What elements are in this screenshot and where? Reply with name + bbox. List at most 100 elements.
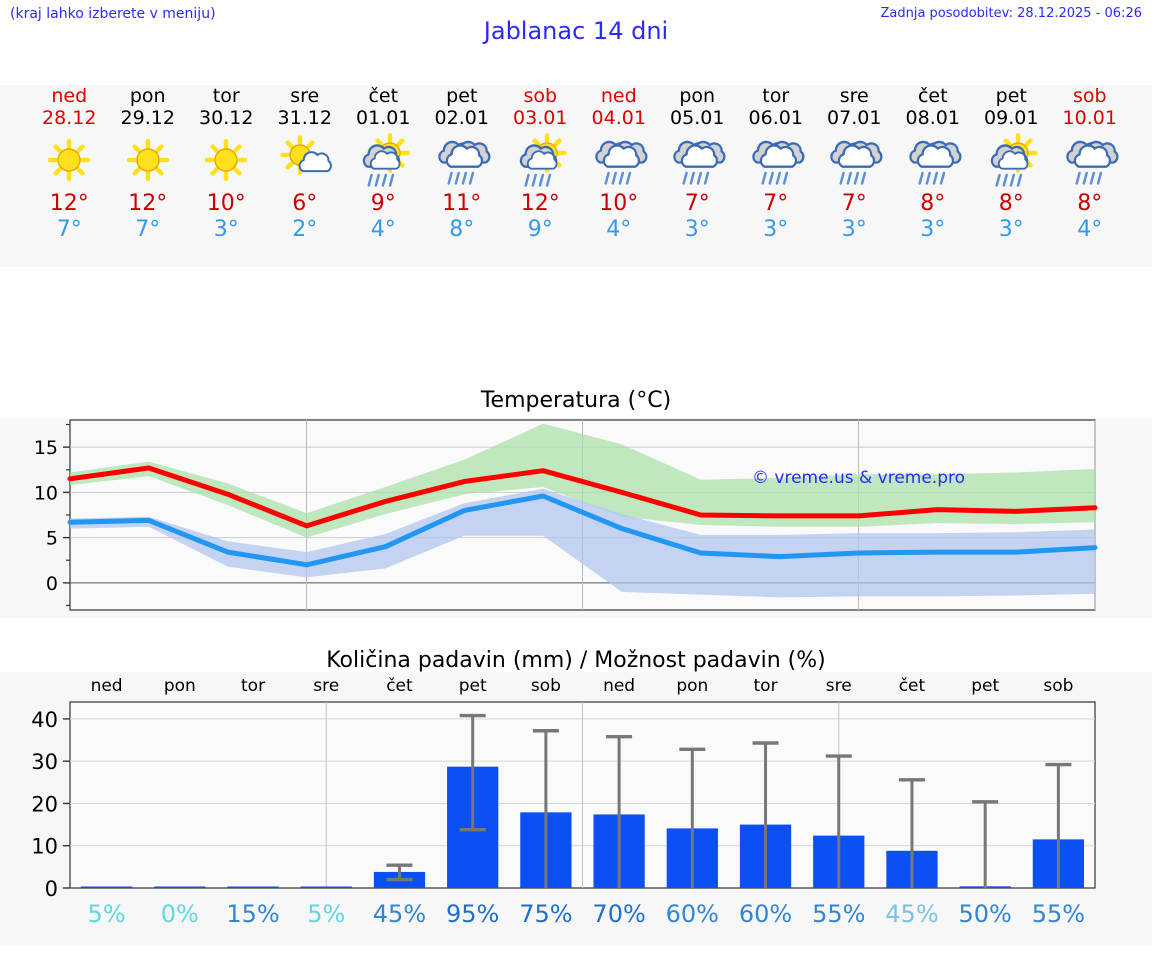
day-max-temp: 12° — [520, 191, 560, 216]
precip-probability: 70% — [592, 900, 646, 928]
cloud-rain-icon — [1051, 132, 1130, 190]
day-date: 03.01 — [513, 107, 568, 129]
day-min-temp: 4° — [606, 217, 632, 242]
day-column[interactable]: pon 29.12 12° 7° — [109, 85, 188, 243]
day-date: 02.01 — [434, 107, 489, 129]
day-column[interactable]: tor 30.12 10° 3° — [187, 85, 266, 243]
day-name: pon — [679, 85, 716, 107]
daily-forecast-strip: ned 28.12 12° 7° pon 29.12 12° 7° tor 30.12 10° 3° s… — [0, 85, 1152, 267]
day-name: sre — [839, 85, 869, 107]
svg-text:10: 10 — [31, 835, 58, 859]
svg-text:0: 0 — [45, 877, 58, 901]
day-max-temp: 6° — [292, 191, 318, 216]
precip-day-label: tor — [241, 676, 266, 696]
day-name: sre — [290, 85, 320, 107]
precip-probability: 95% — [446, 900, 500, 928]
day-min-temp: 4° — [370, 217, 396, 242]
day-date: 29.12 — [120, 107, 175, 129]
svg-text:15: 15 — [34, 437, 58, 459]
day-min-temp: 4° — [1077, 217, 1103, 242]
day-min-temp: 7° — [56, 217, 82, 242]
day-column[interactable]: čet 01.01 9° 4° — [344, 85, 423, 243]
temperature-chart: 0 5 10 15 — [34, 419, 1098, 611]
day-column[interactable]: pet 02.01 11° 8° — [423, 85, 502, 243]
copyright-label: © vreme.us & vreme.pro — [752, 468, 966, 488]
precip-probability: 15% — [226, 900, 280, 928]
temperature-chart-title: Temperatura (°C) — [480, 388, 672, 413]
sun-cloud-rain-icon — [344, 132, 423, 190]
day-column[interactable]: sre 07.01 7° 3° — [815, 85, 894, 243]
precip-bar — [227, 886, 279, 888]
sun-icon — [109, 132, 188, 190]
page-header: (kraj lahko izberete v meniju) Jablanac … — [0, 0, 1152, 55]
day-name: tor — [212, 85, 240, 107]
day-name: pet — [995, 85, 1027, 107]
cloud-rain-icon — [658, 132, 737, 190]
day-max-temp: 8° — [1077, 191, 1103, 216]
day-min-temp: 3° — [763, 217, 789, 242]
svg-text:10: 10 — [34, 482, 58, 504]
day-max-temp: 11° — [442, 191, 482, 216]
cloud-rain-icon — [580, 132, 659, 190]
day-column[interactable]: ned 28.12 12° 7° — [30, 85, 109, 243]
day-column[interactable]: tor 06.01 7° 3° — [737, 85, 816, 243]
day-date: 09.01 — [984, 107, 1039, 129]
day-date: 07.01 — [827, 107, 882, 129]
day-name: pon — [129, 85, 166, 107]
day-column[interactable]: pon 05.01 7° 3° — [658, 85, 737, 243]
day-max-temp: 10° — [599, 191, 639, 216]
day-date: 08.01 — [905, 107, 960, 129]
sun-icon — [30, 132, 109, 190]
day-column[interactable]: pet 09.01 8° 3° — [972, 85, 1051, 243]
day-min-temp: 2° — [292, 217, 318, 242]
precip-probability: 75% — [519, 900, 573, 928]
day-date: 06.01 — [748, 107, 803, 129]
precip-day-label: pet — [458, 676, 487, 696]
precip-bar — [154, 886, 206, 888]
precip-day-label: pet — [971, 676, 1000, 696]
day-max-temp: 9° — [370, 191, 396, 216]
day-date: 31.12 — [277, 107, 332, 129]
day-min-temp: 3° — [920, 217, 946, 242]
precip-day-label: pon — [676, 676, 709, 696]
precip-probability: 5% — [87, 900, 126, 928]
day-column[interactable]: čet 08.01 8° 3° — [894, 85, 973, 243]
day-column[interactable]: ned 04.01 10° 4° — [580, 85, 659, 243]
page-title: Jablanac 14 dni — [483, 17, 669, 45]
last-updated: Zadnja posodobitev: 28.12.2025 - 06:26 — [880, 6, 1142, 21]
sun-cloud-rain-icon — [501, 132, 580, 190]
precip-day-label: ned — [603, 676, 636, 696]
day-column[interactable]: sob 10.01 8° 4° — [1051, 85, 1130, 243]
precip-probability: 50% — [958, 900, 1012, 928]
precip-day-label: sre — [825, 676, 852, 696]
svg-text:30: 30 — [31, 750, 58, 774]
precip-probability: 55% — [812, 900, 866, 928]
precip-day-label: sob — [1043, 676, 1074, 696]
svg-text:0: 0 — [46, 573, 58, 595]
day-column[interactable]: sre 31.12 6° 2° — [266, 85, 345, 243]
day-max-temp: 8° — [920, 191, 946, 216]
precip-day-label: sob — [530, 676, 561, 696]
precip-day-label: ned — [90, 676, 123, 696]
day-min-temp: 3° — [213, 217, 239, 242]
cloud-rain-icon — [894, 132, 973, 190]
day-date: 05.01 — [670, 107, 725, 129]
cloud-rain-icon — [815, 132, 894, 190]
menu-hint: (kraj lahko izberete v meniju) — [10, 6, 216, 22]
precip-day-label: čet — [898, 676, 926, 696]
precip-day-label: čet — [386, 676, 413, 696]
precip-day-label: pon — [163, 676, 196, 696]
cloud-rain-icon — [423, 132, 502, 190]
precip-probability: 55% — [1031, 900, 1086, 928]
day-min-temp: 7° — [135, 217, 161, 242]
precip-bar — [300, 886, 352, 888]
day-min-temp: 9° — [527, 217, 553, 242]
day-name: sob — [523, 85, 558, 107]
day-name: sob — [1072, 85, 1107, 107]
precip-probability: 5% — [307, 900, 346, 928]
precip-probability: 45% — [372, 900, 427, 928]
day-name: čet — [368, 85, 399, 107]
day-date: 04.01 — [591, 107, 646, 129]
day-column[interactable]: sob 03.01 12° 9° — [501, 85, 580, 243]
day-date: 30.12 — [199, 107, 254, 129]
